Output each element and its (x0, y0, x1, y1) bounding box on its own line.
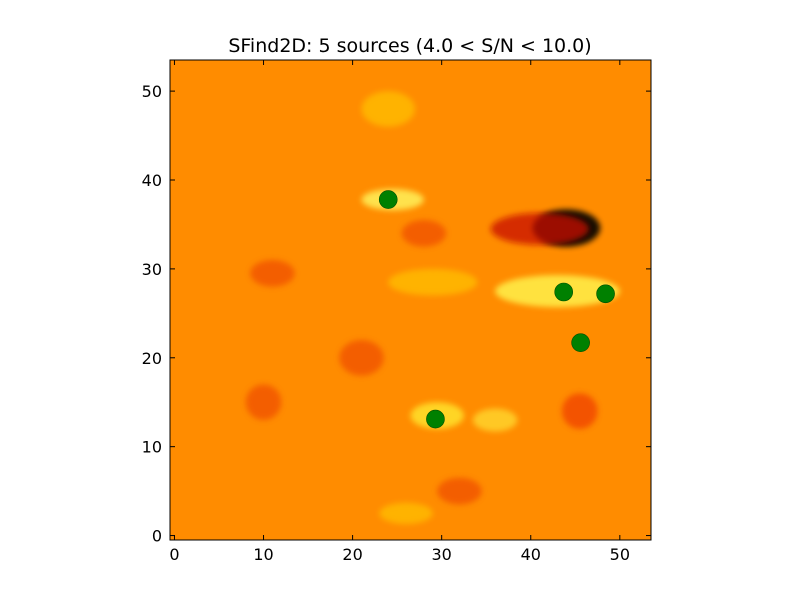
heatmap-blob-bright-6 (388, 268, 478, 296)
y-tick-label: 0 (152, 527, 162, 546)
heatmap-blob-bright-3 (472, 408, 518, 432)
y-tick-label: 30 (142, 260, 162, 279)
y-tick-label: 50 (142, 82, 162, 101)
x-tick-label: 40 (521, 545, 541, 564)
source-marker (426, 409, 445, 429)
axis-ticks: 0 10 20 30 40 50 0 10 20 30 40 50 (142, 60, 651, 564)
y-tick-label: 10 (142, 438, 162, 457)
source-marker (596, 284, 615, 304)
source-marker (554, 282, 574, 302)
heatmap-blob-dark-11 (437, 477, 482, 505)
heatmap-blob-dark-10 (245, 384, 282, 420)
heatmap-blob-dark-12 (250, 260, 295, 287)
y-tick-label: 20 (142, 349, 162, 368)
heatmap-blob-dark-8 (490, 212, 589, 245)
x-tick-label: 20 (342, 545, 362, 564)
heatmap-blob-bright-4 (361, 91, 415, 127)
heatmap-blob-dark-13 (339, 340, 384, 376)
y-tick-label: 40 (142, 171, 162, 190)
x-tick-label: 30 (431, 545, 451, 564)
x-tick-label: 10 (253, 545, 273, 564)
heatmap-blob-dark-9 (561, 393, 598, 429)
x-tick-label: 50 (610, 545, 630, 564)
source-marker (378, 190, 398, 209)
x-tick-label: 0 (169, 545, 179, 564)
heatmap-blob-bright-5 (379, 502, 433, 524)
plot-area (170, 60, 651, 540)
source-marker (571, 333, 590, 352)
heatmap-blob-dark-14 (401, 220, 447, 247)
heatmap-features (245, 91, 620, 524)
chart-title: SFind2D: 5 sources (4.0 < S/N < 10.0) (228, 35, 591, 57)
plot-frame (169, 59, 652, 541)
source-markers (378, 190, 615, 429)
